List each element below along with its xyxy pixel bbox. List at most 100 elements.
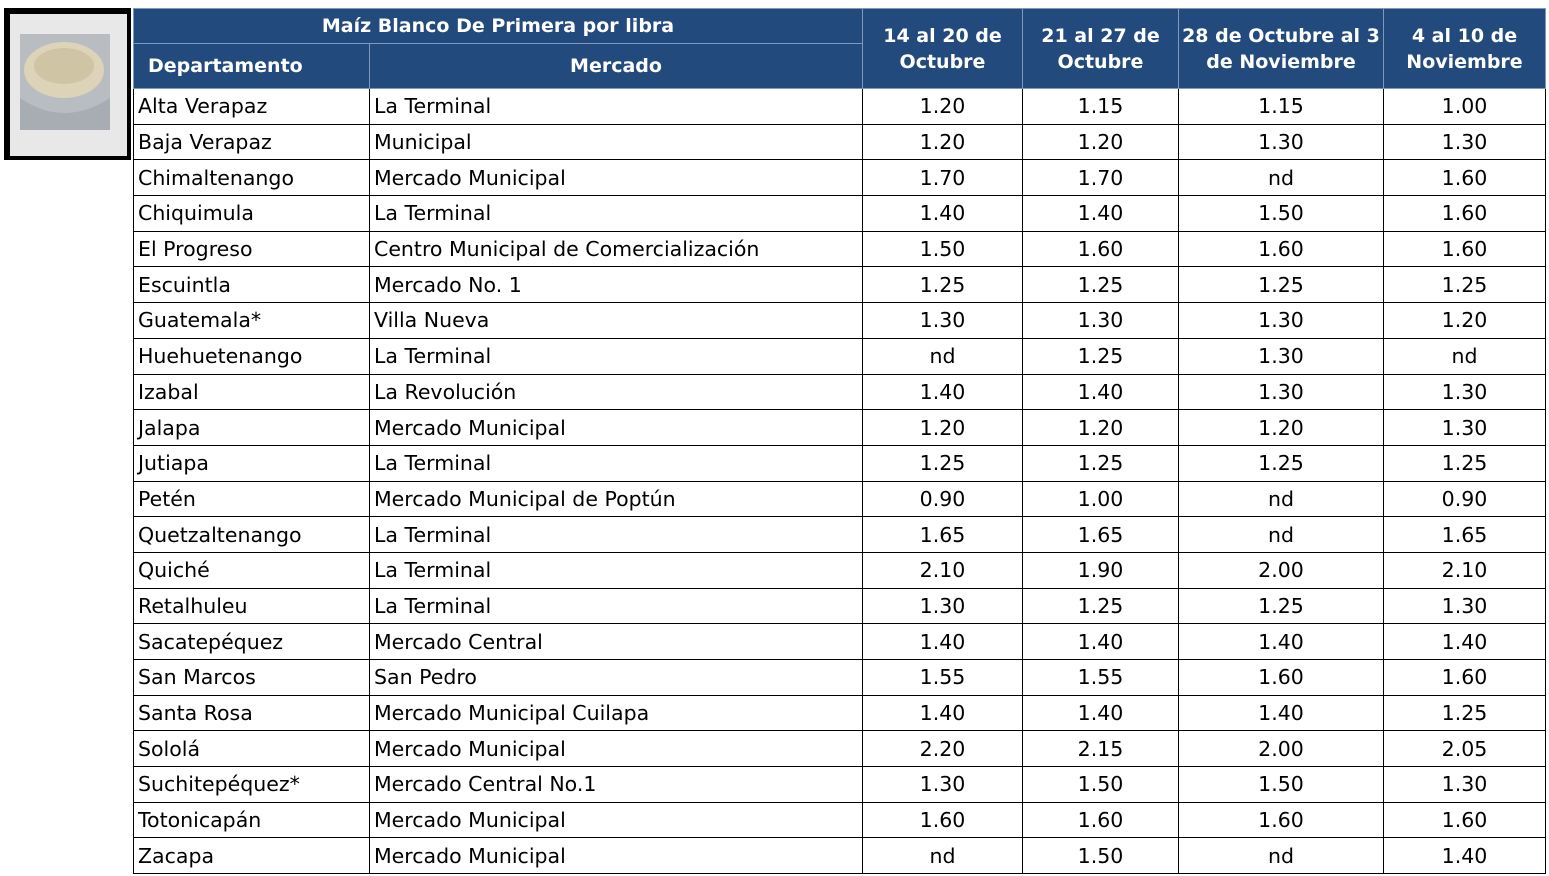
price-cell: 1.60 [1384,231,1546,267]
table-row: JutiapaLa Terminal1.251.251.251.25 [134,445,1546,481]
department-cell: Sacatepéquez [134,624,370,660]
price-cell: 0.90 [1384,481,1546,517]
price-cell: 1.25 [1023,267,1179,303]
price-cell: 1.60 [1384,160,1546,196]
price-cell: 1.25 [1384,695,1546,731]
price-cell: 1.60 [1023,802,1179,838]
price-cell: 1.25 [863,445,1023,481]
price-cell: 1.40 [1384,624,1546,660]
table-row: QuichéLa Terminal2.101.902.002.10 [134,552,1546,588]
market-cell: La Terminal [370,89,863,125]
price-table: Maíz Blanco De Primera por libra 14 al 2… [133,8,1546,874]
price-cell: 1.40 [863,374,1023,410]
price-cell: 2.15 [1023,731,1179,767]
price-cell: 2.00 [1179,731,1384,767]
price-cell: 1.60 [863,802,1023,838]
department-cell: Totonicapán [134,802,370,838]
price-cell: 1.40 [1023,196,1179,232]
department-cell: Sololá [134,731,370,767]
price-cell: 1.70 [863,160,1023,196]
week-header: 28 de Octubre al 3 de Noviembre [1179,9,1384,89]
column-header: Mercado [370,44,863,89]
price-cell: 1.40 [1023,374,1179,410]
market-cell: Mercado Municipal [370,838,863,874]
price-cell: 1.25 [1384,445,1546,481]
price-cell: 1.15 [1023,89,1179,125]
price-cell: 2.05 [1384,731,1546,767]
market-cell: La Terminal [370,445,863,481]
price-cell: 1.65 [863,517,1023,553]
price-cell: 1.40 [1023,695,1179,731]
column-header: Departamento [134,44,370,89]
table-row: Baja VerapazMunicipal1.201.201.301.30 [134,124,1546,160]
market-cell: Mercado Central No.1 [370,767,863,803]
market-cell: Mercado Municipal Cuilapa [370,695,863,731]
price-cell: 1.65 [1023,517,1179,553]
price-cell: 1.60 [1023,231,1179,267]
table-row: Santa RosaMercado Municipal Cuilapa1.401… [134,695,1546,731]
price-cell: 1.30 [1384,767,1546,803]
department-cell: Petén [134,481,370,517]
table-row: Guatemala*Villa Nueva1.301.301.301.20 [134,303,1546,339]
price-cell: 1.15 [1179,89,1384,125]
market-cell: Mercado Municipal [370,802,863,838]
market-cell: Mercado Municipal [370,410,863,446]
table-row: EscuintlaMercado No. 11.251.251.251.25 [134,267,1546,303]
price-cell: 1.60 [1384,802,1546,838]
price-cell: 1.00 [1023,481,1179,517]
department-cell: El Progreso [134,231,370,267]
market-cell: Centro Municipal de Comercialización [370,231,863,267]
price-cell: 1.20 [1023,124,1179,160]
price-cell: 1.30 [1179,374,1384,410]
price-cell: 1.20 [863,89,1023,125]
market-cell: Mercado Central [370,624,863,660]
department-cell: Alta Verapaz [134,89,370,125]
price-cell: 1.25 [1023,445,1179,481]
price-cell: 1.55 [1023,660,1179,696]
price-cell: nd [1179,838,1384,874]
price-cell: nd [863,338,1023,374]
price-cell: 1.30 [1384,374,1546,410]
price-cell: 1.50 [1023,838,1179,874]
market-cell: Villa Nueva [370,303,863,339]
market-cell: La Revolución [370,374,863,410]
price-cell: nd [1384,338,1546,374]
price-cell: 1.30 [1023,303,1179,339]
price-cell: 2.00 [1179,552,1384,588]
department-cell: Quetzaltenango [134,517,370,553]
price-cell: 1.00 [1384,89,1546,125]
department-cell: Jalapa [134,410,370,446]
price-cell: 1.60 [1179,802,1384,838]
price-cell: 2.20 [863,731,1023,767]
price-cell: nd [863,838,1023,874]
price-cell: 1.40 [1179,695,1384,731]
price-cell: 1.60 [1384,660,1546,696]
price-cell: 1.30 [1179,124,1384,160]
department-cell: Chimaltenango [134,160,370,196]
market-cell: Mercado Municipal de Poptún [370,481,863,517]
price-cell: 1.30 [863,767,1023,803]
price-cell: 1.55 [863,660,1023,696]
price-cell: 1.25 [1023,588,1179,624]
department-cell: Suchitepéquez* [134,767,370,803]
price-cell: 1.25 [1179,445,1384,481]
price-cell: nd [1179,517,1384,553]
price-cell: 1.40 [863,695,1023,731]
department-cell: Chiquimula [134,196,370,232]
price-cell: 1.30 [863,588,1023,624]
price-cell: 1.60 [1179,660,1384,696]
price-cell: 2.10 [863,552,1023,588]
department-cell: San Marcos [134,660,370,696]
price-cell: 1.40 [1179,624,1384,660]
